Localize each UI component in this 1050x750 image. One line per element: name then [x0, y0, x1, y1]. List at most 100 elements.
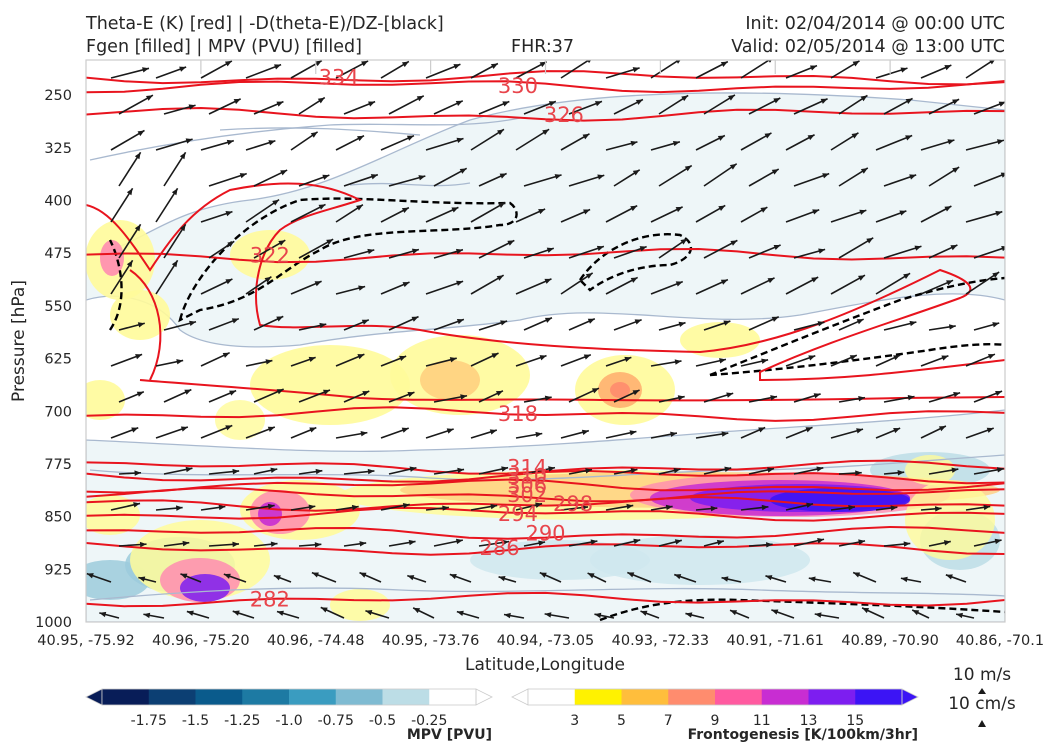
stability-contour — [599, 598, 1005, 622]
wind-arrowhead — [356, 204, 363, 211]
colorbar-tick: -0.75 — [318, 713, 354, 729]
mpv-contour — [89, 587, 1005, 601]
wind-arrowhead — [535, 431, 543, 438]
theta-e-label-294: 294 — [498, 502, 538, 526]
wind-arrowhead — [674, 359, 682, 365]
wind-arrowhead — [226, 139, 234, 146]
wind-arrowhead — [858, 396, 865, 402]
y-tick-400: 400 — [44, 194, 72, 210]
wind-arrowhead — [265, 359, 273, 365]
colorbar-tick: 13 — [800, 713, 818, 729]
title-line-2: Fgen [filled] | MPV (PVU) [filled] — [86, 37, 362, 57]
wind-vector — [515, 128, 550, 151]
wind-vector — [110, 129, 145, 151]
wind-arrowhead — [848, 505, 855, 511]
y-tick-925: 925 — [44, 562, 72, 578]
wind-arrowhead — [411, 316, 419, 322]
wind-arrowhead — [186, 610, 194, 616]
wind-arrowhead — [232, 468, 240, 475]
wind-arrowhead — [176, 359, 184, 365]
wind-arrowhead — [499, 173, 507, 179]
theta-e-contour-302 — [86, 487, 1005, 503]
theta-e-label-310: 310 — [507, 465, 547, 489]
init-time: Init: 02/04/2014 @ 00:00 UTC — [745, 14, 1005, 34]
wind-arrowhead — [171, 260, 178, 268]
wind-arrowhead — [308, 504, 316, 510]
wind-arrowhead — [995, 390, 1003, 397]
x-axis-ticks: 40.95, -75.92 40.96, -75.20 40.96, -74.48 4… — [37, 633, 1044, 649]
wind-vector — [118, 151, 142, 187]
theta-e-contour-306 — [86, 478, 1005, 494]
colorbar-extend-high — [475, 688, 493, 706]
wind-arrowhead — [179, 66, 187, 72]
wind-arrowhead — [449, 357, 457, 363]
wind-arrowhead — [544, 317, 552, 323]
wind-reference-key: 10 m/s 10 cm/s — [948, 665, 1016, 727]
colorbar-swatch — [668, 689, 716, 705]
mpv-contour — [219, 127, 421, 136]
stability-dashed-contours — [108, 197, 1005, 622]
wind-arrowhead — [770, 395, 778, 401]
wind-arrowhead — [268, 140, 276, 146]
wind-arrowhead — [858, 539, 866, 545]
colorbar-tick: 9 — [711, 713, 720, 729]
frontogenesis-patch — [100, 240, 124, 276]
wind-arrowhead — [459, 168, 467, 174]
wind-arrowhead — [996, 139, 1004, 145]
wind-arrowhead — [992, 272, 1000, 278]
wind-arrowhead — [953, 391, 961, 398]
colorbar-swatch — [808, 689, 856, 705]
wind-arrowhead — [677, 395, 685, 401]
wind-arrowhead — [185, 138, 193, 144]
wind-arrowhead — [585, 272, 593, 279]
wind-arrowhead — [685, 612, 693, 618]
wind-arrowhead — [670, 431, 677, 437]
wind-arrowhead — [816, 466, 824, 472]
x-tick: 40.95, -75.92 — [37, 633, 134, 649]
colorbar-tick: 3 — [570, 713, 579, 729]
wind-arrowhead — [401, 427, 409, 433]
wind-arrowhead — [232, 541, 240, 548]
wind-arrowhead — [229, 390, 237, 396]
colorbar-tick: -1.25 — [224, 713, 260, 729]
wind-arrowhead — [583, 354, 591, 360]
wind-arrowhead — [326, 239, 334, 245]
wind-arrowhead — [720, 279, 728, 285]
wind-arrowhead — [938, 426, 946, 432]
wind-arrowhead — [544, 395, 552, 401]
wind-vector — [290, 203, 326, 223]
wind-arrowhead — [409, 466, 417, 472]
wind-arrowhead — [639, 246, 647, 252]
wind-vector — [470, 128, 505, 151]
wind-arrowhead — [596, 245, 604, 252]
wind-vector — [470, 201, 506, 223]
wind-arrowhead — [635, 99, 643, 105]
wind-arrowhead — [446, 428, 454, 434]
x-tick: 40.89, -70.90 — [841, 633, 938, 649]
y-tick-550: 550 — [44, 299, 72, 315]
wind-arrowhead — [934, 506, 942, 512]
theta-e-label-302: 302 — [507, 483, 547, 507]
wind-arrowhead — [179, 224, 186, 232]
wind-vector — [703, 163, 738, 187]
wind-arrowhead — [773, 98, 781, 104]
wind-arrowhead — [137, 322, 145, 328]
wind-arrowhead — [188, 104, 196, 110]
wind-arrowhead — [502, 101, 510, 107]
colorbar-tick: 7 — [664, 713, 673, 729]
wind-arrowhead — [766, 542, 773, 548]
wind-arrowhead — [890, 505, 898, 511]
wind-arrowhead — [362, 391, 370, 397]
wind-vector — [163, 151, 187, 187]
wind-arrowhead — [710, 505, 718, 512]
wind-arrowhead — [632, 169, 640, 176]
wind-arrowhead — [860, 95, 868, 102]
wind-arrowhead — [632, 390, 640, 396]
colorbar-swatch — [761, 689, 809, 705]
wind-arrowhead — [909, 320, 917, 327]
wind-arrowhead — [407, 392, 415, 398]
wind-arrowhead — [402, 503, 410, 509]
wind-arrowhead — [232, 610, 240, 616]
wind-arrowhead — [370, 174, 378, 180]
